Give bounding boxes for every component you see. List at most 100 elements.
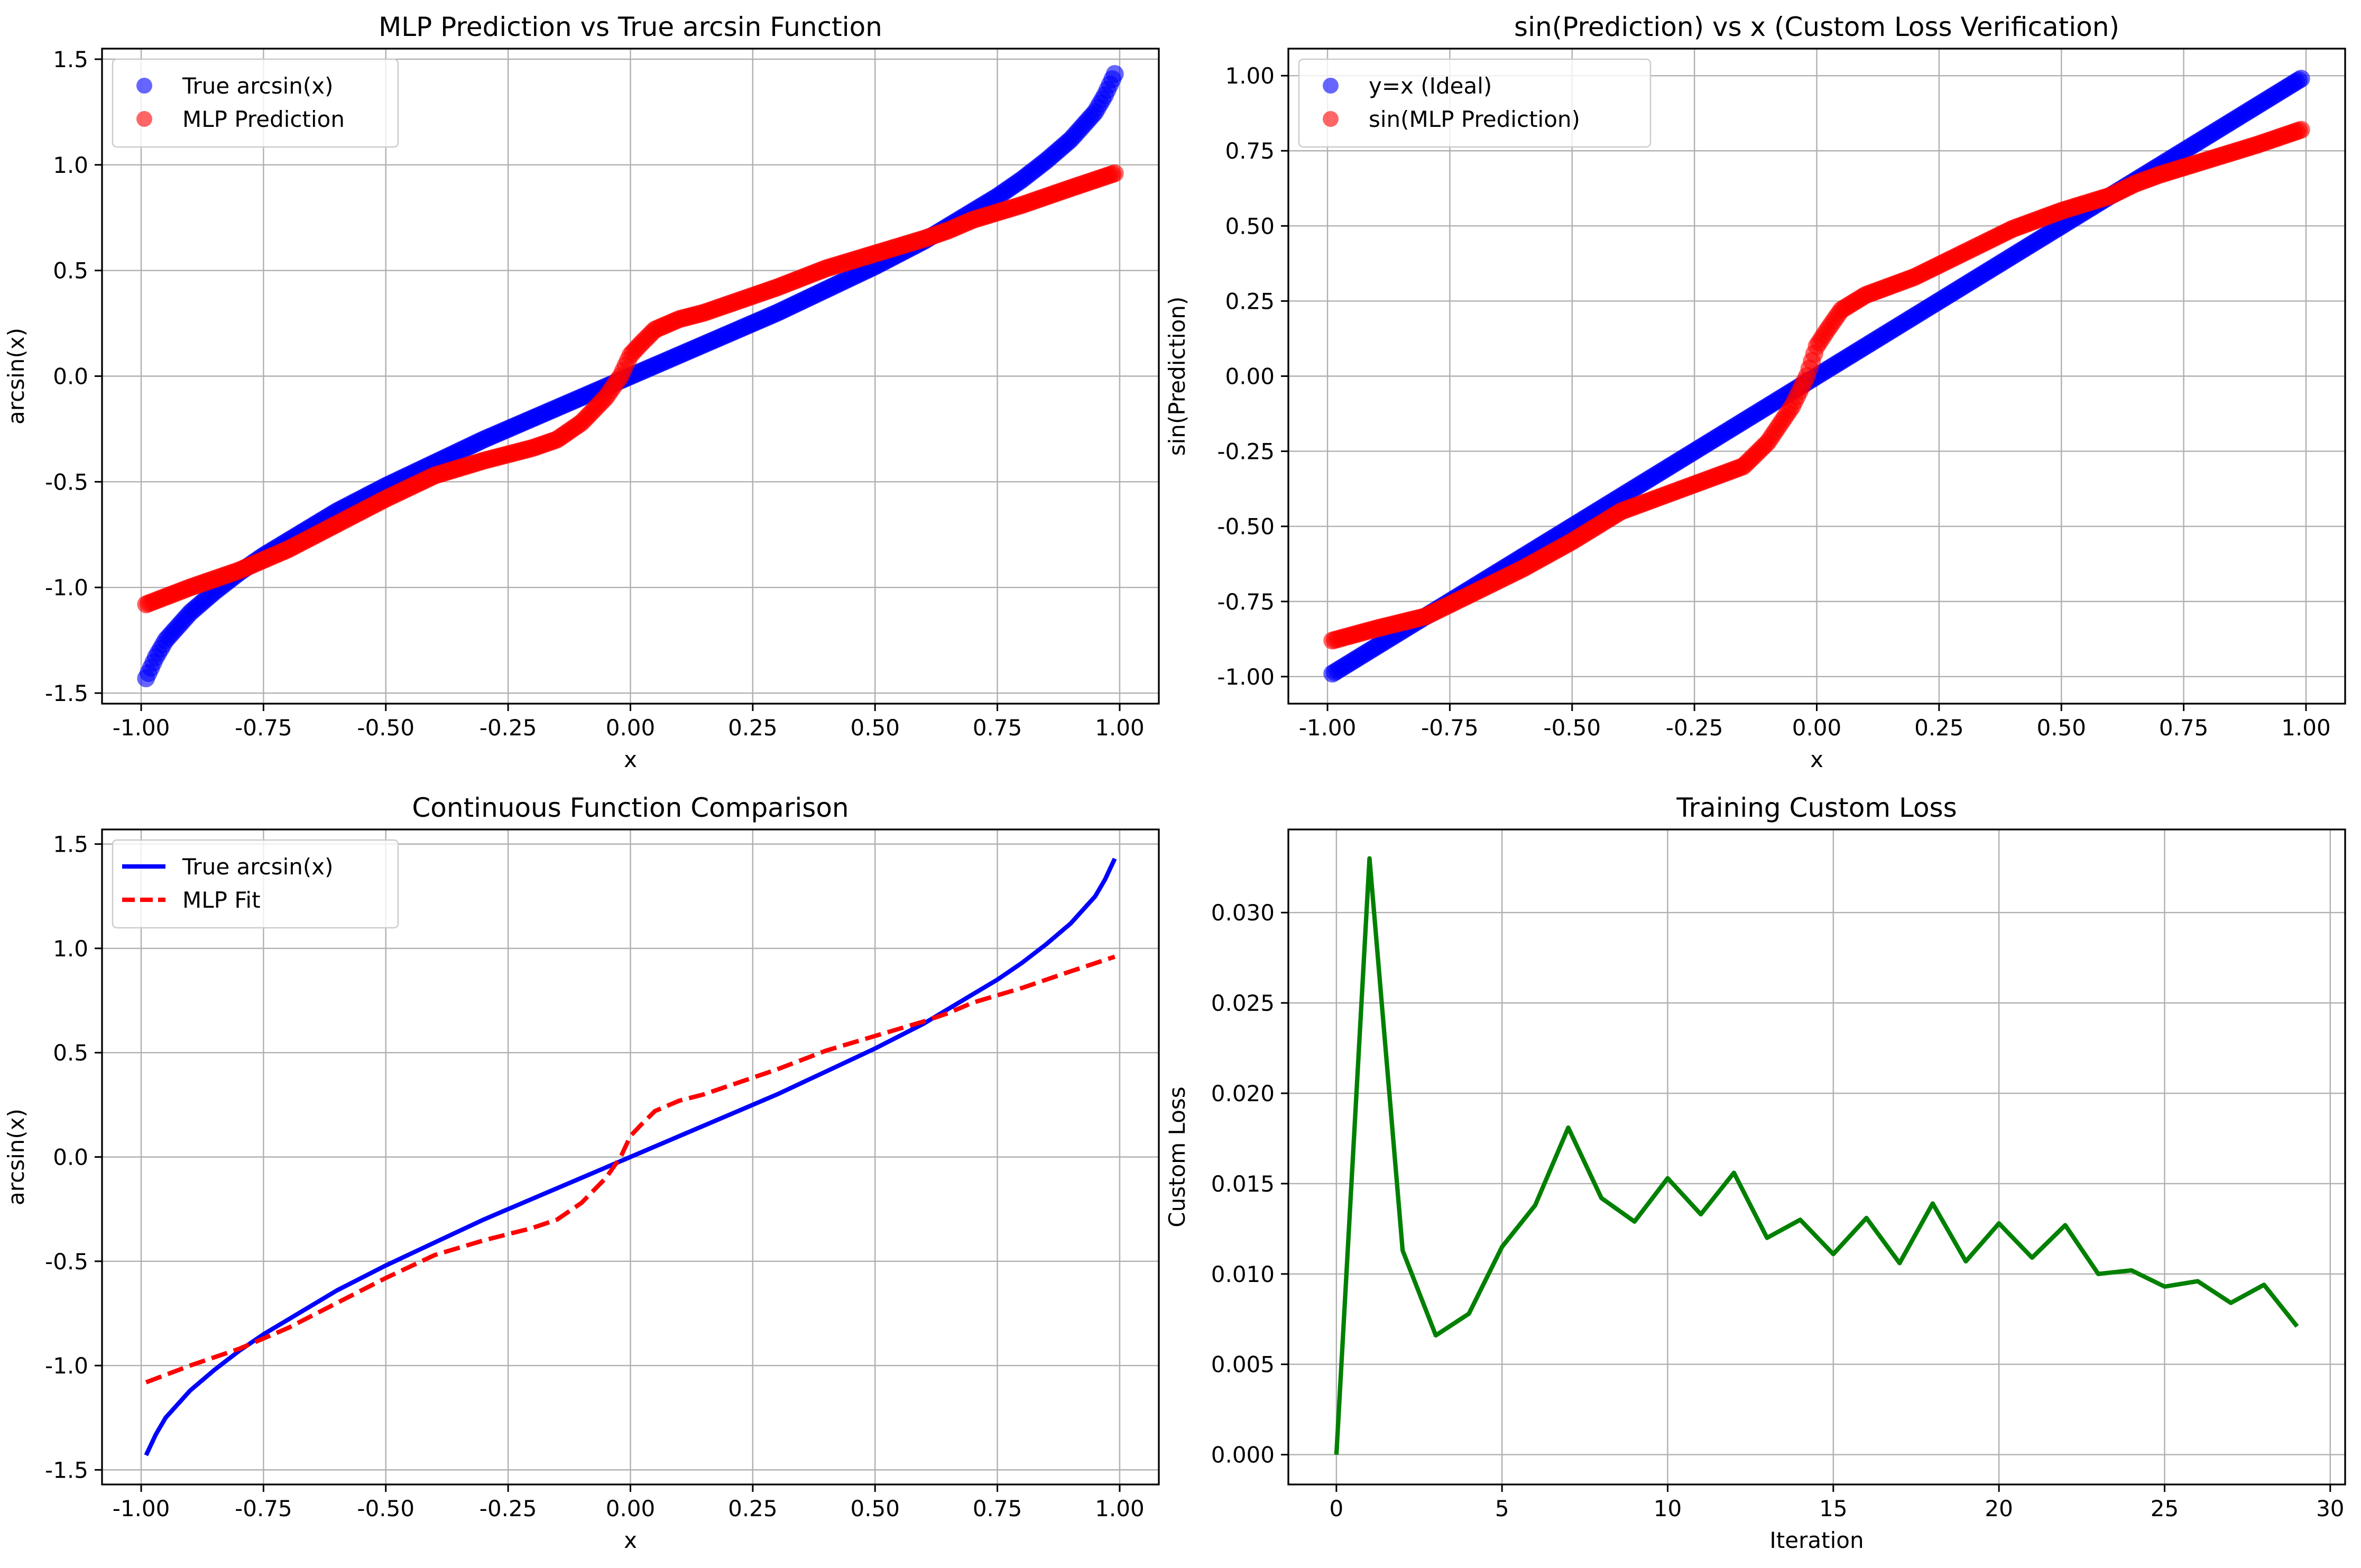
y-tick-label: 0.000 xyxy=(1211,1442,1275,1468)
y-tick-label: 0.5 xyxy=(53,258,88,284)
series-2-point xyxy=(2292,121,2310,139)
x-tick-label: 0.25 xyxy=(728,1496,778,1521)
y-axis-label: sin(Prediction) xyxy=(1164,297,1190,456)
x-axis-label: x xyxy=(624,746,637,772)
legend-label: MLP Fit xyxy=(182,887,261,913)
y-tick-label: 0.0 xyxy=(53,1145,88,1170)
data-layer xyxy=(1334,856,2299,1455)
series-1-point xyxy=(1105,64,1124,83)
x-tick-label: 1.00 xyxy=(1095,715,1145,741)
legend-box xyxy=(112,839,399,929)
x-axis-label: Iteration xyxy=(1769,1527,1864,1553)
x-tick-label: -0.75 xyxy=(235,715,292,741)
series-2-line xyxy=(145,954,1116,1385)
x-axis-label: x xyxy=(624,1527,637,1553)
y-tick-label: -0.5 xyxy=(45,469,88,495)
y-tick-label: 1.00 xyxy=(1225,63,1275,89)
x-tick-label: 0.25 xyxy=(1914,715,1964,741)
x-tick-label: 0.75 xyxy=(973,715,1022,741)
series-1-line xyxy=(1334,856,2299,1455)
x-tick-label: 30 xyxy=(2316,1496,2344,1521)
legend-label: MLP Prediction xyxy=(182,106,345,132)
x-axis-label: x xyxy=(1810,746,1823,772)
chart-panel-4: 0 5 10 15 20 25 30 0.000 0.005 0.010 0.015 0.020 0.0… xyxy=(1164,792,2346,1553)
chart-panel-2: -1.00 -0.75 -0.50 -0.25 0.00 0.25 0.50 0.75 1.00… xyxy=(1164,12,2346,772)
x-tick-label: -1.00 xyxy=(1299,715,1357,741)
chart-title: Continuous Function Comparison xyxy=(412,792,849,823)
axes-frame xyxy=(1287,828,2346,1486)
legend: True arcsin(x) MLP Prediction xyxy=(112,58,399,148)
data-layer xyxy=(144,857,1117,1456)
x-tick-label: -0.50 xyxy=(357,1496,414,1521)
y-tick-label: 0.005 xyxy=(1211,1352,1275,1378)
chart-title: MLP Prediction vs True arcsin Function xyxy=(379,12,882,42)
y-tick-label: -0.5 xyxy=(45,1249,88,1275)
x-tick-label: 1.00 xyxy=(2281,715,2331,741)
x-tick-label: -1.00 xyxy=(113,715,170,741)
legend: True arcsin(x) MLP Fit xyxy=(112,839,399,929)
x-tick-label: 0.75 xyxy=(973,1496,1022,1521)
data-layer xyxy=(1323,69,2310,683)
x-tick-label: -0.25 xyxy=(479,715,537,741)
y-tick-label: -1.0 xyxy=(45,575,88,601)
data-layer xyxy=(137,64,1124,688)
legend-box xyxy=(112,58,399,148)
y-tick-label: -1.5 xyxy=(45,1457,88,1483)
x-tick-label: 20 xyxy=(1985,1496,2013,1521)
legend-marker xyxy=(1323,111,1339,127)
x-tick-label: -0.50 xyxy=(357,715,414,741)
y-tick-label: 0.50 xyxy=(1225,213,1275,239)
legend-marker xyxy=(1323,78,1339,94)
legend: y=x (Ideal) sin(MLP Prediction) xyxy=(1298,58,1652,148)
x-tick-label: -1.00 xyxy=(113,1496,170,1521)
x-tick-label: 0.50 xyxy=(2036,715,2086,741)
x-tick-label: -0.50 xyxy=(1543,715,1601,741)
y-axis-label: Custom Loss xyxy=(1164,1086,1190,1227)
y-tick-label: 1.5 xyxy=(53,832,88,857)
legend-label: True arcsin(x) xyxy=(182,854,334,880)
x-tick-label: 15 xyxy=(1819,1496,1847,1521)
chart-title: Training Custom Loss xyxy=(1676,792,1957,823)
legend-box xyxy=(1298,58,1652,148)
y-tick-label: 0.030 xyxy=(1211,900,1275,926)
x-tick-label: -0.25 xyxy=(1666,715,1723,741)
y-tick-label: 0.25 xyxy=(1225,288,1275,314)
x-tick-label: -0.75 xyxy=(235,1496,292,1521)
y-tick-label: -1.5 xyxy=(45,680,88,706)
legend-marker xyxy=(136,78,152,94)
y-axis-label: arcsin(x) xyxy=(3,1109,29,1205)
x-tick-label: 0.50 xyxy=(850,715,900,741)
y-tick-label: -0.50 xyxy=(1217,514,1275,540)
x-tick-label: 5 xyxy=(1495,1496,1509,1521)
x-tick-label: 25 xyxy=(2151,1496,2179,1521)
x-tick-label: 1.00 xyxy=(1095,1496,1145,1521)
y-tick-label: 0.010 xyxy=(1211,1261,1275,1287)
x-tick-label: 10 xyxy=(1654,1496,1682,1521)
series-2-point xyxy=(1105,164,1124,182)
y-axis-label: arcsin(x) xyxy=(3,328,29,425)
x-tick-label: -0.75 xyxy=(1421,715,1479,741)
legend-label: y=x (Ideal) xyxy=(1369,73,1492,99)
y-tick-label: 0.75 xyxy=(1225,138,1275,164)
legend-label: sin(MLP Prediction) xyxy=(1369,106,1580,132)
x-tick-label: 0.00 xyxy=(606,1496,656,1521)
x-tick-label: -0.25 xyxy=(479,1496,537,1521)
y-tick-label: -1.0 xyxy=(45,1353,88,1379)
x-tick-label: 0.25 xyxy=(728,715,778,741)
y-tick-label: 0.5 xyxy=(53,1040,88,1066)
x-tick-label: 0.50 xyxy=(850,1496,900,1521)
y-tick-label: 0.020 xyxy=(1211,1081,1275,1106)
y-tick-label: 0.0 xyxy=(53,364,88,390)
x-tick-label: 0 xyxy=(1329,1496,1343,1521)
series-1-point xyxy=(2292,69,2310,88)
legend-marker xyxy=(136,111,152,127)
legend-label: True arcsin(x) xyxy=(182,73,334,99)
y-tick-label: 1.5 xyxy=(53,47,88,72)
chart-panel-3: -1.00 -0.75 -0.50 -0.25 0.00 0.25 0.50 0.75 1.00… xyxy=(3,792,1160,1553)
y-tick-label: 0.00 xyxy=(1225,364,1275,390)
y-tick-label: 0.025 xyxy=(1211,990,1275,1016)
chart-panel-1: -1.00 -0.75 -0.50 -0.25 0.00 0.25 0.50 0.75 1.00… xyxy=(3,12,1160,772)
y-tick-label: -1.00 xyxy=(1217,664,1275,690)
x-tick-label: 0.00 xyxy=(1792,715,1842,741)
